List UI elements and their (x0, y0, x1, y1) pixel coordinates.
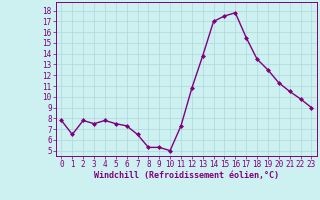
X-axis label: Windchill (Refroidissement éolien,°C): Windchill (Refroidissement éolien,°C) (94, 171, 279, 180)
